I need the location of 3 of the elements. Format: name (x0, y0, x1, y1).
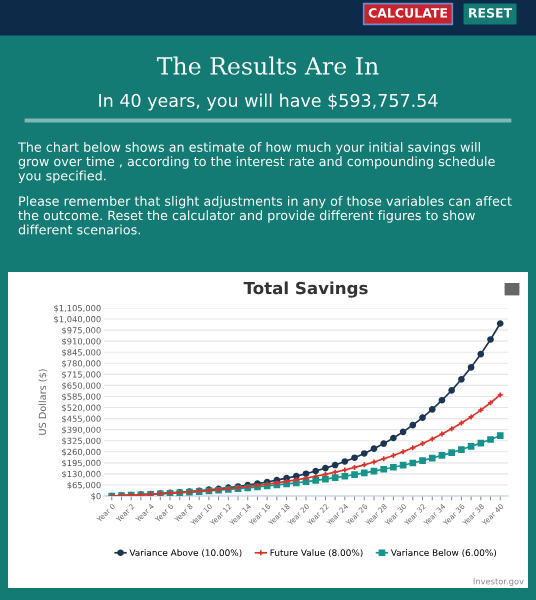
text: The Results Are In (156, 56, 379, 75)
text: In 40 years, you will have $593,757.54 (99, 93, 438, 111)
chart-title: Total Savings (243, 281, 368, 298)
